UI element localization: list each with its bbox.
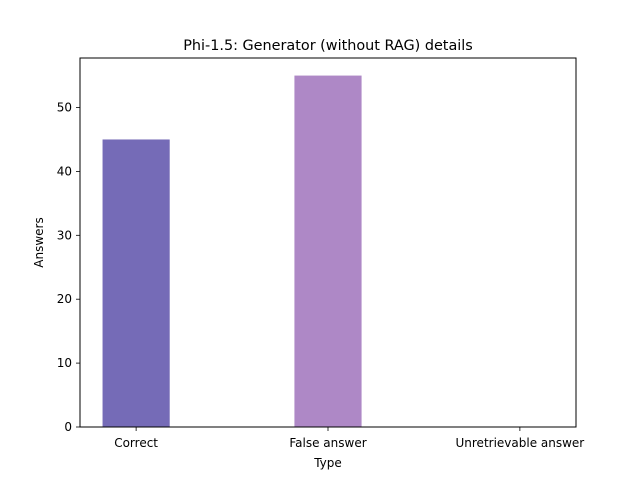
bar-false-answer	[294, 75, 362, 428]
x-tick-label: False answer	[289, 436, 366, 450]
x-axis-label: Type	[313, 456, 342, 470]
bars-group	[102, 75, 362, 428]
x-tick-label: Correct	[114, 436, 158, 450]
plot-frame	[79, 57, 577, 428]
y-tick-label: 20	[57, 292, 72, 306]
y-tick-label: 50	[57, 101, 72, 115]
bar-correct	[102, 139, 170, 427]
y-tick-label: 40	[57, 164, 72, 178]
y-tick-label: 10	[57, 356, 72, 370]
y-tick-label: 30	[57, 228, 72, 242]
y-axis-label: Answers	[32, 217, 46, 267]
chart-title: Phi-1.5: Generator (without RAG) details	[183, 38, 473, 54]
y-ticks-group: 0 10 20 30 40 50	[57, 101, 80, 434]
x-ticks-group: Correct False answer Unretrievable answer	[114, 427, 584, 450]
y-tick-label: 0	[64, 420, 72, 434]
x-tick-label: Unretrievable answer	[456, 436, 585, 450]
